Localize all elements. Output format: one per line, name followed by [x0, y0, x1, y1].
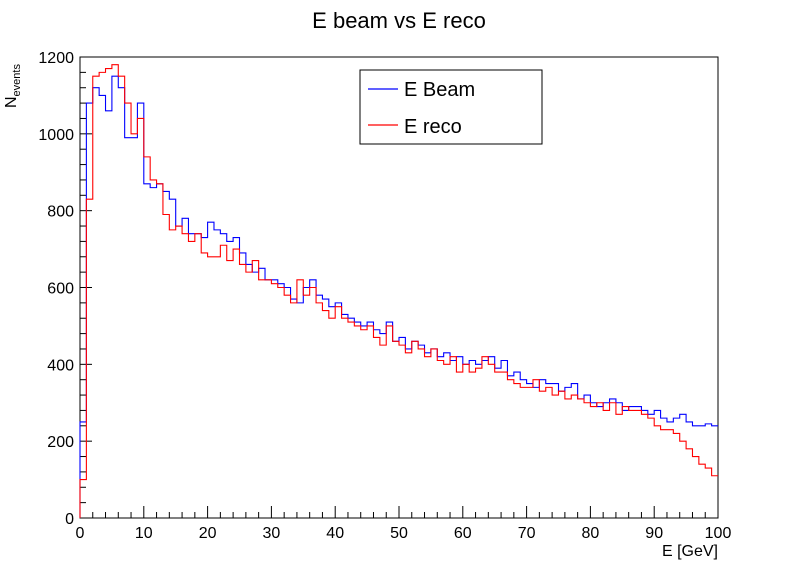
x-tick-label: 70 — [518, 525, 536, 542]
x-tick-label: 40 — [326, 525, 344, 542]
y-tick-label: 400 — [47, 357, 74, 374]
x-tick-label: 0 — [76, 525, 85, 542]
series-layer — [79, 64, 718, 518]
y-tick-label: 1000 — [38, 127, 74, 144]
x-tick-label: 60 — [454, 525, 472, 542]
y-axis-label-main: N — [3, 96, 20, 108]
y-tick-label: 800 — [47, 204, 74, 221]
x-tick-label: 100 — [705, 525, 732, 542]
y-tick-label: 600 — [47, 281, 74, 298]
x-tick-label: 90 — [645, 525, 663, 542]
x-tick-label: 30 — [263, 525, 281, 542]
legend: E Beam E reco — [359, 69, 543, 145]
y-tick-label: 200 — [47, 434, 74, 451]
x-tick-label: 50 — [390, 525, 408, 542]
x-tick-label: 10 — [135, 525, 153, 542]
y-tick-label: 0 — [65, 511, 74, 528]
y-axis-label-subscript: events — [11, 64, 23, 97]
legend-box — [359, 69, 543, 145]
x-axis-ticks: 0 10 20 30 40 50 60 70 80 90 100 — [76, 506, 732, 542]
chart-title: E beam vs E reco — [312, 8, 486, 33]
x-axis-label: E [GeV] — [662, 543, 718, 560]
y-axis-label: Nevents — [3, 64, 23, 108]
series-line-e-reco — [79, 64, 718, 518]
legend-label-e-reco: E reco — [404, 116, 462, 138]
y-axis-ticks: 0 200 400 600 800 1000 1200 — [38, 50, 92, 528]
x-tick-label: 20 — [199, 525, 217, 542]
y-tick-label: 1200 — [38, 50, 74, 67]
x-tick-label: 80 — [582, 525, 600, 542]
legend-label-e-beam: E Beam — [404, 79, 475, 101]
